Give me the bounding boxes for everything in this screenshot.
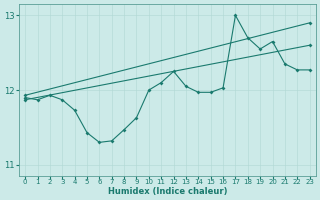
X-axis label: Humidex (Indice chaleur): Humidex (Indice chaleur) [108, 187, 227, 196]
